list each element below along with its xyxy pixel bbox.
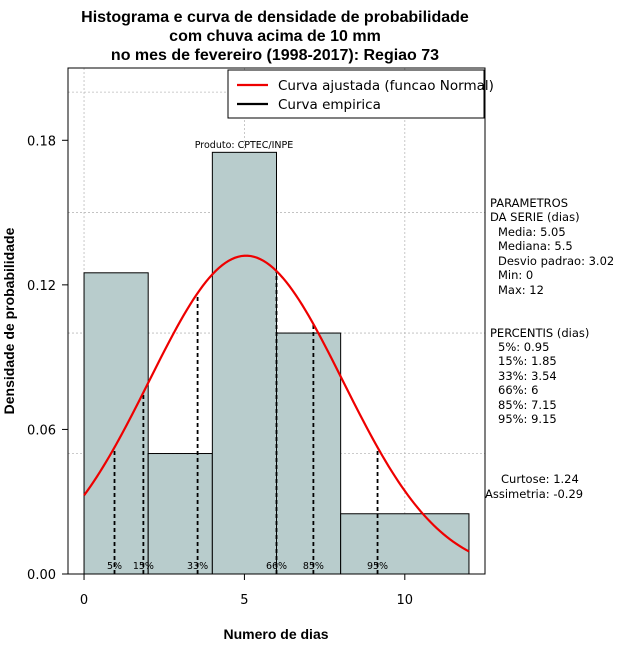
pct-85: 85%: 7.15 [498, 398, 557, 412]
legend: Curva ajustada (funcao Normal) Curva emp… [227, 69, 494, 119]
chart-title-line-2: com chuva acima de 10 mm [169, 28, 381, 45]
x-tick-label: 10 [397, 593, 414, 608]
axes: 0 5 10 0.00 0.06 0.12 0.18 [27, 134, 413, 608]
param-desvio: Desvio padrao: 3.02 [498, 254, 614, 268]
percentile-label: 85% [303, 561, 324, 572]
x-axis-title: Numero de dias [223, 626, 328, 642]
legend-label-fitted: Curva ajustada (funcao Normal) [278, 78, 494, 94]
assimetria-label: Assimetria: -0.29 [485, 487, 583, 501]
percentile-lines: 5% 15% 33% 66% 85% 95% [107, 271, 388, 574]
histogram-bar [83, 272, 149, 575]
y-tick-label: 0.06 [27, 423, 56, 438]
histogram-bar [276, 332, 342, 575]
percentile-label: 66% [266, 561, 287, 572]
params-heading-1: PARAMETROS [490, 196, 568, 210]
y-axis-title: Densidade de probabilidade [1, 227, 17, 414]
plot-border [67, 67, 486, 575]
x-tick-label: 5 [240, 593, 248, 608]
fitted-normal-curve [83, 254, 470, 553]
histogram-bar [147, 453, 213, 575]
pct-66: 66%: 6 [498, 383, 538, 397]
side-panel: PARAMETROS DA SERIE (dias) Media: 5.05 M… [485, 196, 614, 501]
pct-33: 33%: 3.54 [498, 369, 557, 383]
params-heading-2: DA SERIE (dias) [490, 210, 580, 224]
y-tick-label: 0.18 [27, 134, 56, 149]
percentile-label: 5% [107, 561, 122, 572]
legend-label-empirical: Curva empirica [278, 97, 381, 113]
param-media: Media: 5.05 [498, 225, 566, 239]
pct-95: 95%: 9.15 [498, 412, 557, 426]
percentile-label: 33% [187, 561, 208, 572]
percentile-label: 15% [133, 561, 154, 572]
param-mediana: Mediana: 5.5 [498, 239, 573, 253]
chart-title-line-3: no mes de fevereiro (1998-2017): Regiao … [111, 47, 439, 64]
chart-title-line-1: Histograma e curva de densidade de proba… [81, 9, 469, 26]
param-min: Min: 0 [498, 268, 533, 282]
histogram-bar [211, 151, 278, 575]
pct-5: 5%: 0.95 [498, 340, 549, 354]
legend-box [227, 69, 485, 119]
pct-heading: PERCENTIS (dias) [490, 326, 589, 340]
x-tick-label: 0 [80, 593, 88, 608]
histogram-bar [340, 513, 470, 575]
y-tick-label: 0.00 [27, 568, 56, 583]
percentile-label: 95% [367, 561, 388, 572]
y-tick-label: 0.12 [27, 279, 56, 294]
pct-15: 15%: 1.85 [498, 354, 557, 368]
fitted-curve-layer [83, 254, 470, 553]
credit-label: Produto: CPTEC/INPE [195, 140, 294, 151]
param-max: Max: 12 [498, 283, 544, 297]
curtose-label: Curtose: 1.24 [501, 472, 579, 486]
